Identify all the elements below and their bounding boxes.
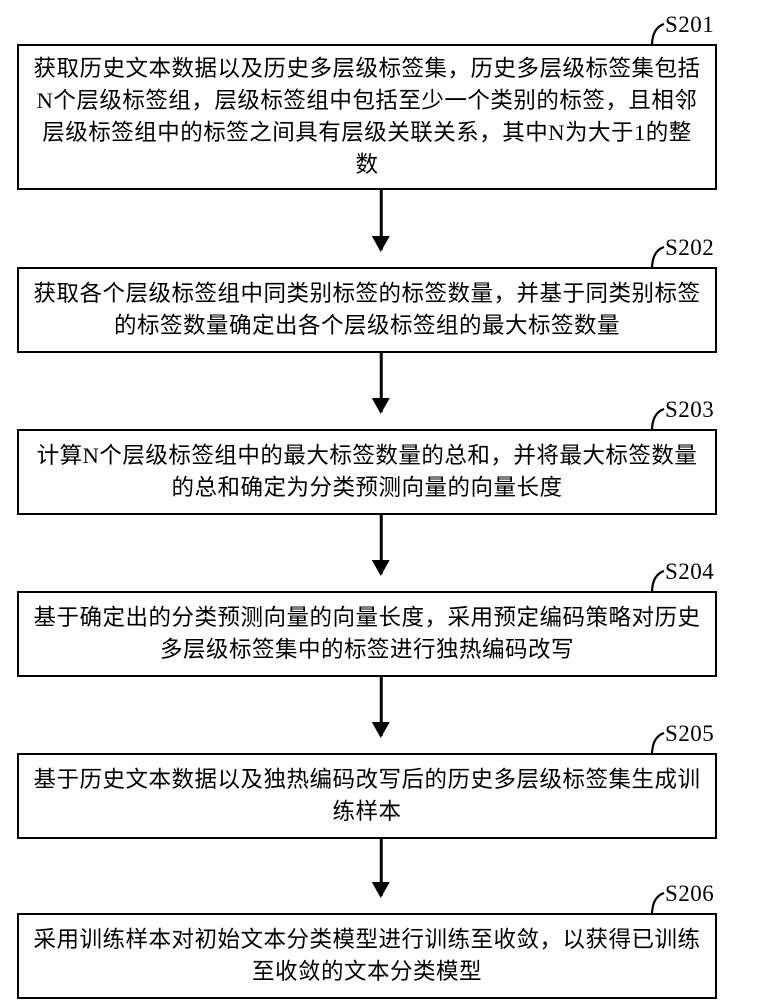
label-s206: S206 bbox=[665, 881, 714, 907]
label-s205: S205 bbox=[665, 721, 714, 747]
step-text-s201: 获取历史文本数据以及历史多层级标签集，历史多层级标签集包括N个层级标签组，层级标… bbox=[33, 53, 701, 181]
arrow-5-6 bbox=[380, 839, 383, 896]
step-text-s204: 基于确定出的分类预测向量的向量长度，采用预定编码策略对历史多层级标签集中的标签进… bbox=[33, 602, 701, 666]
arrow-4-5 bbox=[380, 677, 383, 736]
step-s203: 计算N个层级标签组中的最大标签数量的总和，并将最大标签数量的总和确定为分类预测向… bbox=[17, 429, 717, 515]
arrow-1-2 bbox=[380, 190, 383, 250]
step-text-s205: 基于历史文本数据以及独热编码改写后的历史多层级标签集生成训练样本 bbox=[33, 764, 701, 828]
step-s206: 采用训练样本对初始文本分类模型进行训练至收敛，以获得已训练至收敛的文本分类模型 bbox=[17, 913, 717, 999]
arrow-2-3 bbox=[380, 353, 383, 412]
label-s201: S201 bbox=[665, 12, 714, 38]
flowchart-canvas: S201 获取历史文本数据以及历史多层级标签集，历史多层级标签集包括N个层级标签… bbox=[0, 0, 764, 1000]
label-s202: S202 bbox=[665, 235, 714, 261]
step-s202: 获取各个层级标签组中同类别标签的标签数量，并基于同类别标签的标签数量确定出各个层… bbox=[17, 267, 717, 353]
step-s204: 基于确定出的分类预测向量的向量长度，采用预定编码策略对历史多层级标签集中的标签进… bbox=[17, 591, 717, 677]
step-text-s206: 采用训练样本对初始文本分类模型进行训练至收敛，以获得已训练至收敛的文本分类模型 bbox=[33, 924, 701, 988]
step-s205: 基于历史文本数据以及独热编码改写后的历史多层级标签集生成训练样本 bbox=[17, 753, 717, 839]
label-s203: S203 bbox=[665, 397, 714, 423]
step-text-s203: 计算N个层级标签组中的最大标签数量的总和，并将最大标签数量的总和确定为分类预测向… bbox=[33, 440, 701, 504]
label-s204: S204 bbox=[665, 559, 714, 585]
step-s201: 获取历史文本数据以及历史多层级标签集，历史多层级标签集包括N个层级标签组，层级标… bbox=[17, 44, 717, 190]
arrow-3-4 bbox=[380, 515, 383, 574]
step-text-s202: 获取各个层级标签组中同类别标签的标签数量，并基于同类别标签的标签数量确定出各个层… bbox=[33, 278, 701, 342]
